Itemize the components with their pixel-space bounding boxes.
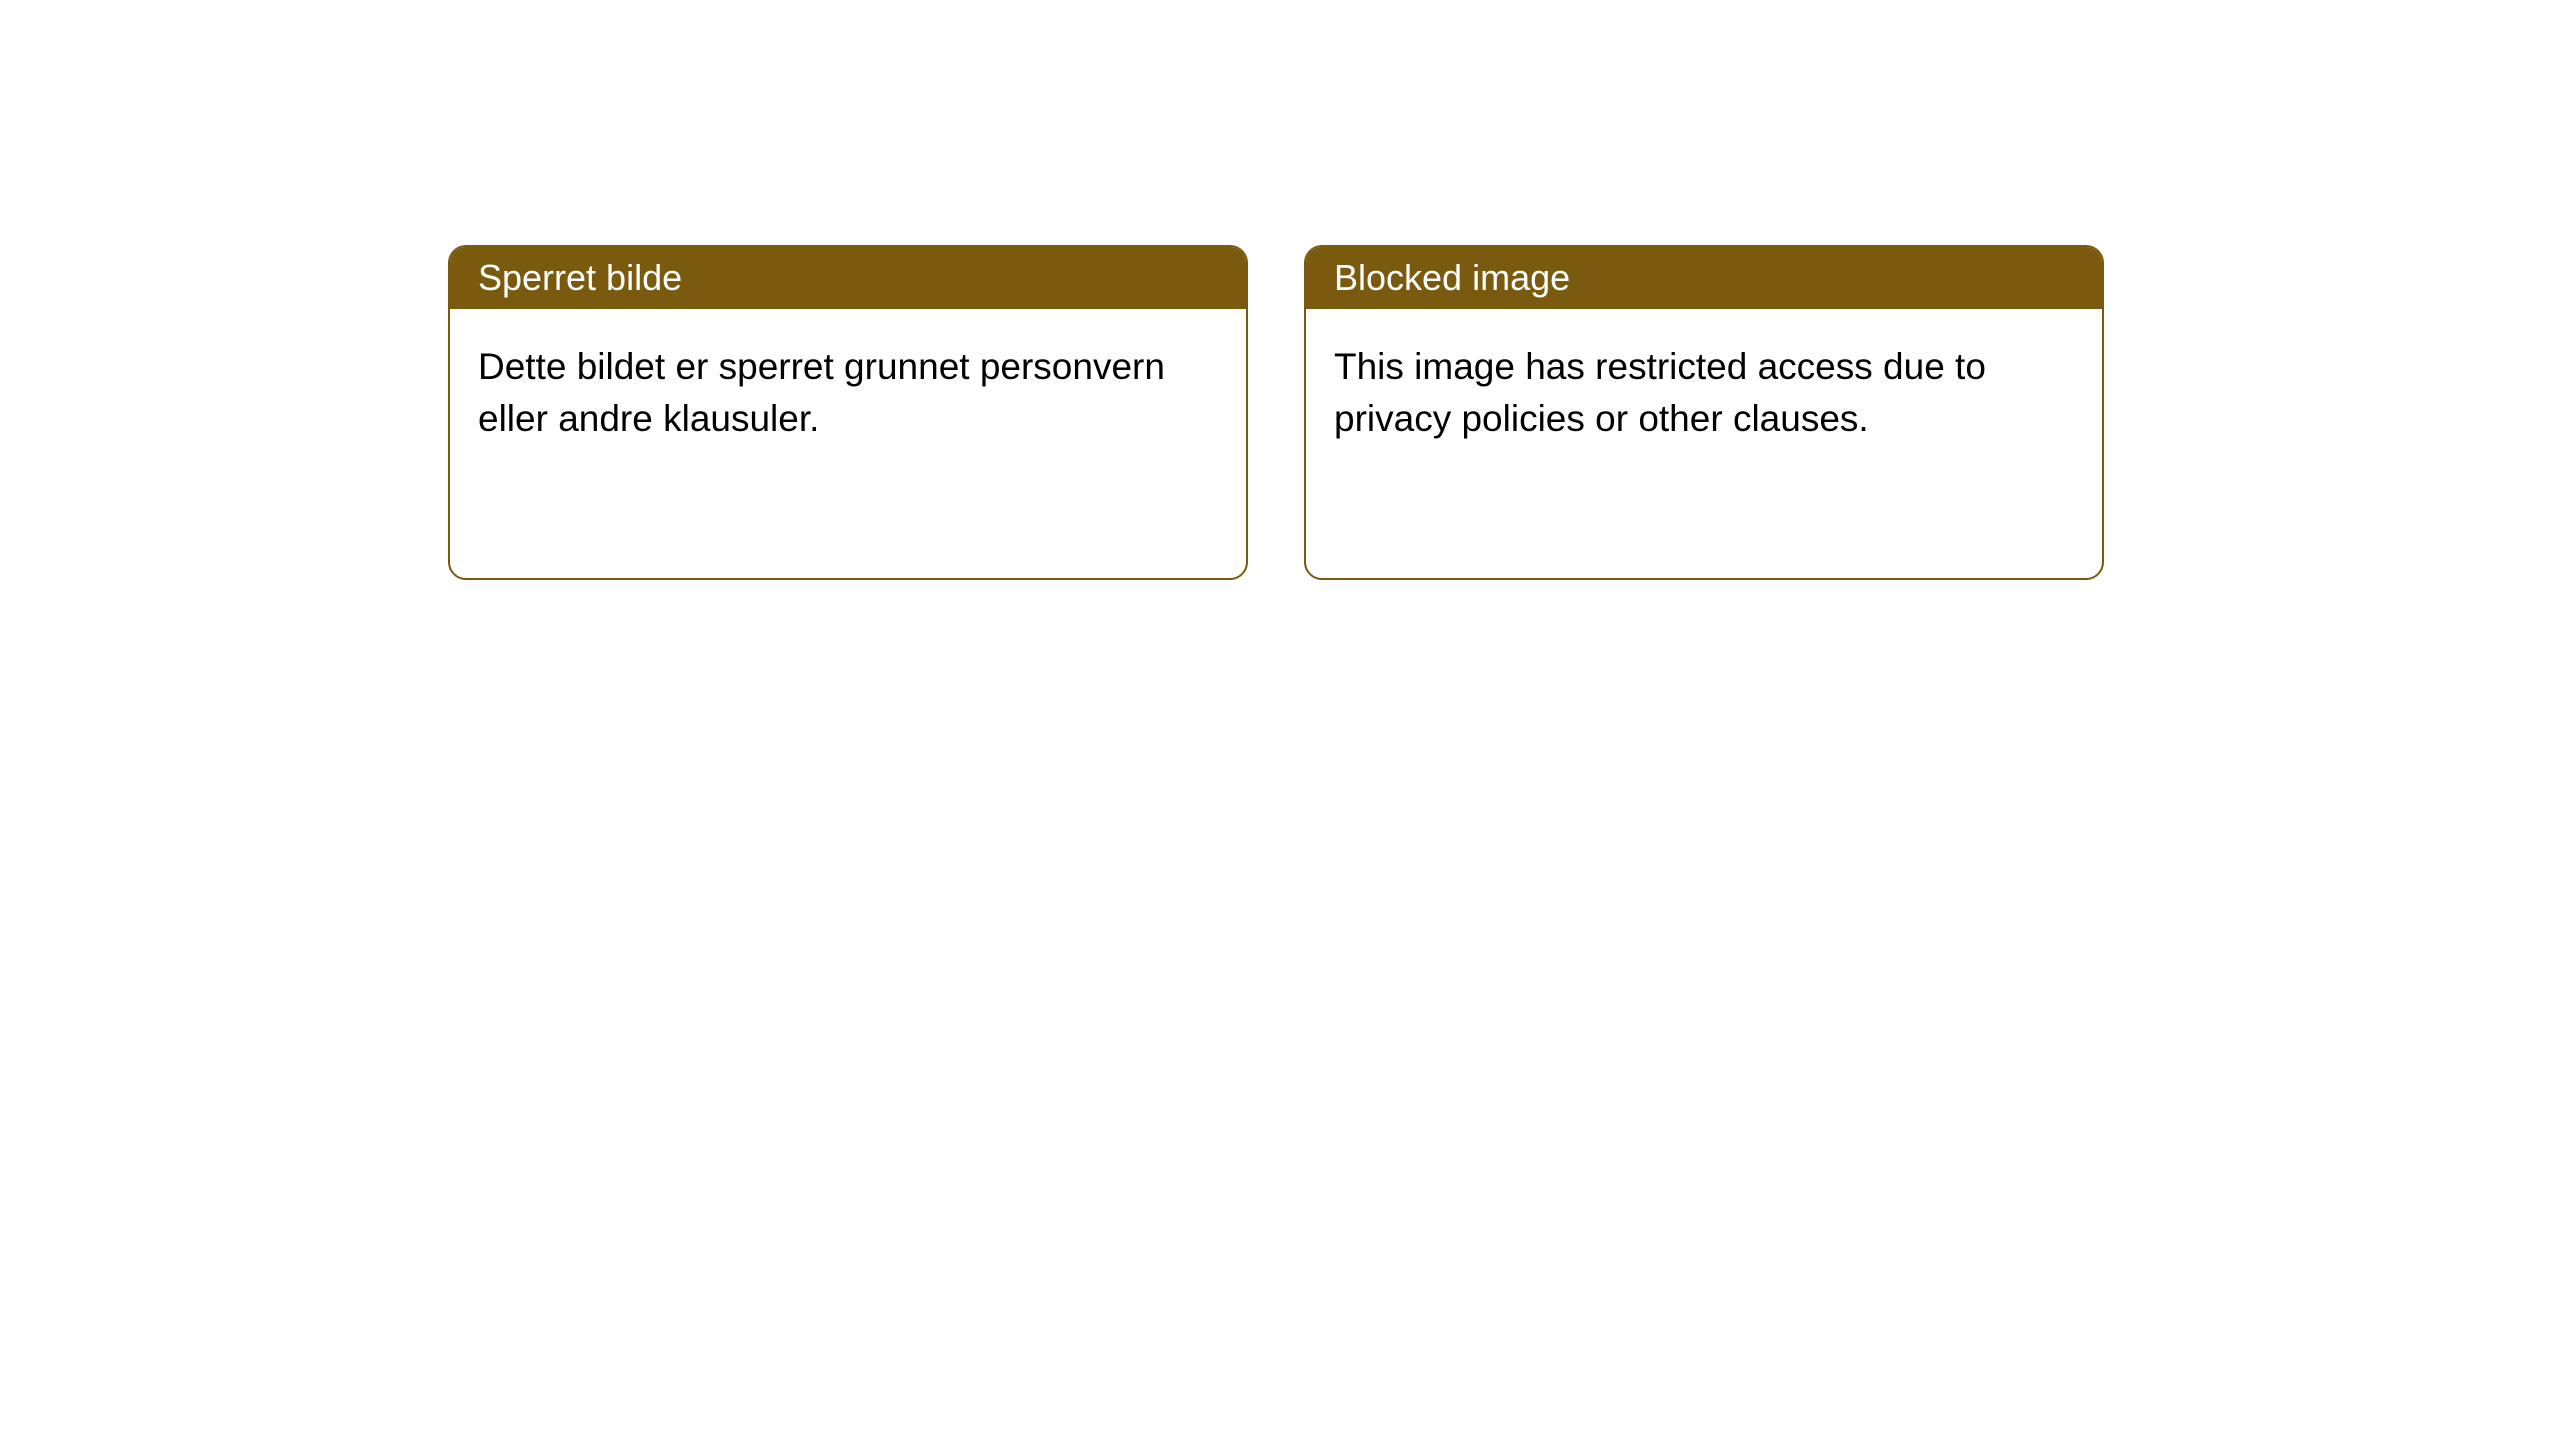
notice-body: Dette bildet er sperret grunnet personve… (450, 309, 1246, 477)
notice-box-norwegian: Sperret bilde Dette bildet er sperret gr… (448, 245, 1248, 580)
notice-container: Sperret bilde Dette bildet er sperret gr… (448, 245, 2104, 580)
notice-title: Blocked image (1334, 257, 1570, 298)
notice-box-english: Blocked image This image has restricted … (1304, 245, 2104, 580)
notice-header: Blocked image (1306, 247, 2102, 309)
notice-header: Sperret bilde (450, 247, 1246, 309)
notice-title: Sperret bilde (478, 257, 682, 298)
notice-body: This image has restricted access due to … (1306, 309, 2102, 477)
notice-text: This image has restricted access due to … (1334, 346, 1986, 439)
notice-text: Dette bildet er sperret grunnet personve… (478, 346, 1165, 439)
